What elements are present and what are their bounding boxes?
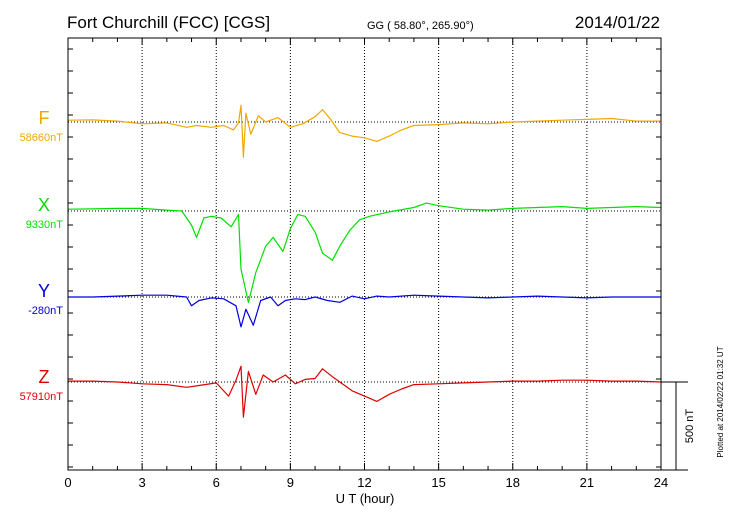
series-Y-baseline: -280nT bbox=[28, 305, 63, 317]
series-F-baseline: 58660nT bbox=[20, 132, 64, 144]
series-Z-line bbox=[68, 365, 662, 418]
series-X-name: X bbox=[38, 195, 50, 215]
x-tick-label-15: 15 bbox=[431, 475, 445, 490]
x-tick-label-18: 18 bbox=[506, 475, 520, 490]
x-tick-label-9: 9 bbox=[287, 475, 294, 490]
scale-bar: 500 nT bbox=[661, 381, 696, 471]
series-Z-baseline: 57910nT bbox=[20, 391, 64, 403]
x-tick-label-24: 24 bbox=[654, 475, 668, 490]
series-labels: F 58660nT X 9330nT Y -280nT Z 57910nT bbox=[20, 108, 64, 403]
date-label: 2014/01/22 bbox=[575, 13, 660, 32]
x-axis-ticks: 0 3 6 9 12 15 18 21 24 bbox=[64, 38, 668, 490]
series-X-line bbox=[67, 202, 662, 304]
series-F-name: F bbox=[39, 108, 50, 128]
x-tick-label-21: 21 bbox=[580, 475, 594, 490]
x-tick-label-0: 0 bbox=[64, 475, 71, 490]
station-title: Fort Churchill (FCC) [CGS] bbox=[67, 13, 270, 32]
y-minor-ticks bbox=[68, 48, 661, 468]
x-tick-label-6: 6 bbox=[213, 475, 220, 490]
series-F-line bbox=[67, 104, 661, 158]
x-tick-label-12: 12 bbox=[357, 475, 371, 490]
series-X-baseline: 9330nT bbox=[26, 219, 64, 231]
series-Y-name: Y bbox=[38, 281, 50, 301]
plotted-at-note: Plotted at 2014/02/22 01:32 UT bbox=[716, 346, 725, 457]
series-Z-name: Z bbox=[39, 367, 50, 387]
coords-label: GG ( 58.80°, 265.90°) bbox=[367, 20, 474, 32]
x-tick-label-3: 3 bbox=[139, 475, 146, 490]
series-Y-line bbox=[68, 294, 661, 328]
gridlines bbox=[141, 38, 588, 470]
scale-bar-label: 500 nT bbox=[684, 409, 696, 444]
x-axis-label: U T (hour) bbox=[336, 491, 395, 506]
series-lines bbox=[67, 104, 662, 418]
